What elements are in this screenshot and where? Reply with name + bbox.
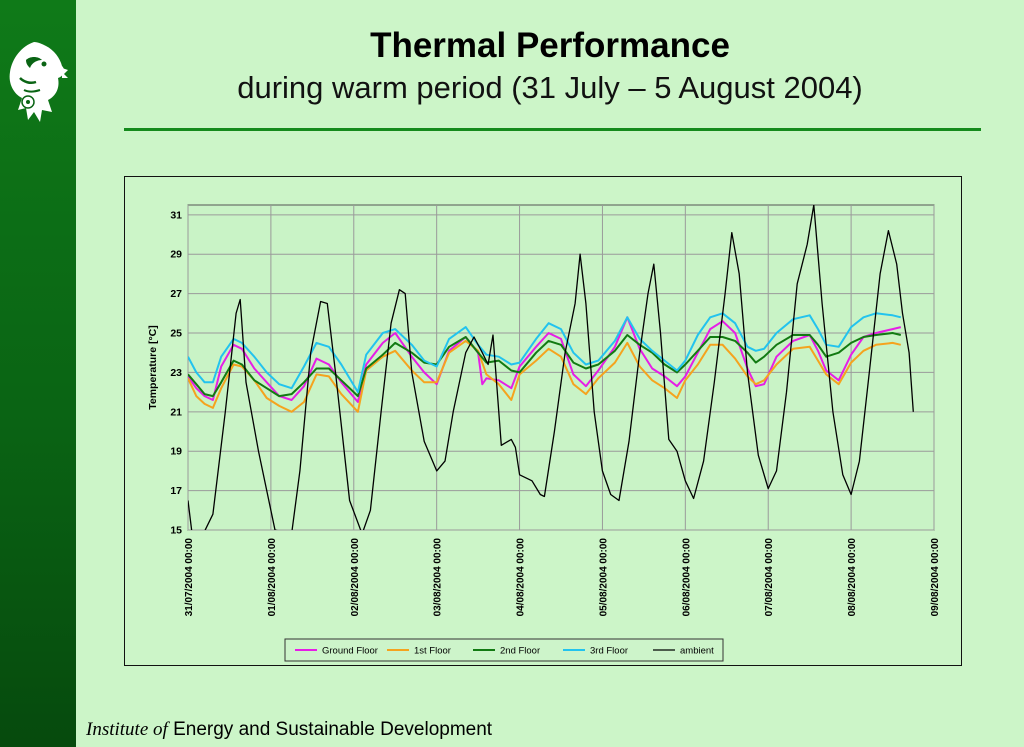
y-tick-label: 25 bbox=[170, 328, 182, 340]
lion-crest-logo-icon bbox=[9, 42, 68, 122]
y-tick-label: 27 bbox=[170, 288, 182, 300]
x-tick-label: 01/08/2004 00:00 bbox=[267, 538, 278, 617]
y-tick-label: 21 bbox=[170, 406, 182, 418]
footer-institute-name: Energy and Sustainable Development bbox=[173, 719, 493, 740]
y-axis-label: Temperature [°C] bbox=[147, 325, 159, 410]
x-tick-label: 05/08/2004 00:00 bbox=[598, 538, 609, 617]
series-line-1 bbox=[188, 339, 902, 413]
chart-frame: 15 17 19 21 23 25 27 29 31 31/07/2004 00:00 01/08/… bbox=[124, 176, 962, 666]
x-tick-label: 03/08/2004 00:00 bbox=[433, 538, 444, 617]
slide-title: Thermal Performance bbox=[370, 26, 730, 65]
legend-label: 3rd Floor bbox=[590, 646, 628, 657]
slide-subtitle: during warm period (31 July – 5 August 2… bbox=[237, 70, 863, 105]
x-tick-label: 06/08/2004 00:00 bbox=[681, 538, 692, 617]
x-tick-label: 31/07/2004 00:00 bbox=[184, 538, 195, 617]
y-tick-label: 17 bbox=[170, 485, 182, 497]
legend-box bbox=[284, 638, 724, 662]
legend-label: 1st Floor bbox=[414, 646, 451, 657]
x-tick-label: 08/08/2004 00:00 bbox=[847, 538, 858, 617]
series-line-4 bbox=[188, 205, 914, 530]
title-divider bbox=[124, 128, 981, 131]
x-tick-label: 09/08/2004 00:00 bbox=[930, 538, 941, 617]
y-tick-label: 15 bbox=[170, 525, 182, 537]
y-tick-label: 19 bbox=[170, 446, 182, 458]
temperature-line-chart: 15 17 19 21 23 25 27 29 31 31/07/2004 00:00 01/08/… bbox=[147, 204, 941, 662]
legend-label: Ground Floor bbox=[322, 646, 378, 657]
x-tick-label: 07/08/2004 00:00 bbox=[764, 538, 775, 617]
x-tick-label: 02/08/2004 00:00 bbox=[350, 538, 361, 617]
footer: Institute of Energy and Sustainable Deve… bbox=[86, 719, 492, 741]
x-tick-label: 04/08/2004 00:00 bbox=[516, 538, 527, 617]
y-tick-label: 23 bbox=[170, 367, 182, 379]
y-tick-label: 31 bbox=[170, 209, 182, 221]
series-line-3 bbox=[188, 312, 902, 394]
footer-institute-label: Institute of bbox=[86, 719, 168, 740]
y-tick-label: 29 bbox=[170, 249, 182, 261]
legend-label: 2nd Floor bbox=[500, 646, 540, 657]
series-line-0 bbox=[188, 316, 902, 403]
sidebar bbox=[0, 0, 76, 747]
legend-label: ambient bbox=[680, 646, 714, 657]
series-line-2 bbox=[188, 332, 902, 398]
